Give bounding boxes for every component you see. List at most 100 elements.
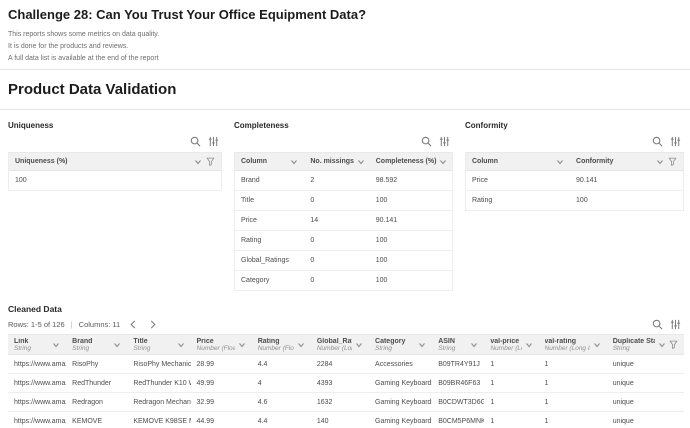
tune-icon[interactable] — [670, 319, 681, 330]
panel-toolbar — [234, 130, 453, 152]
cell: 2284 — [310, 354, 370, 374]
cleaned-col-header-global-ratings[interactable]: Global_RatingsNumber (Long Integ... — [310, 334, 370, 355]
chevron-down-icon[interactable] — [297, 341, 305, 349]
cell: B0CDWT3D6G — [432, 392, 485, 412]
cell: Price — [241, 217, 257, 224]
chevron-down-icon[interactable] — [658, 341, 666, 349]
column-type-label: Number (Float) — [257, 344, 294, 352]
search-icon[interactable] — [652, 136, 663, 147]
table-row: Price 90.141 — [466, 171, 683, 191]
column-header-uniqueness[interactable]: Uniqueness (%) — [9, 153, 221, 170]
cleaned-col-header-asin[interactable]: ASIN String — [432, 334, 485, 355]
chevron-down-icon[interactable] — [556, 158, 564, 166]
cell: Price — [472, 177, 488, 184]
meta-separator: | — [70, 320, 73, 329]
cell: 140 — [310, 411, 370, 428]
cell: 1 — [484, 354, 539, 374]
filter-icon[interactable] — [669, 340, 678, 349]
cell: 49.99 — [190, 373, 252, 393]
tune-icon[interactable] — [208, 136, 219, 147]
cell: Category — [241, 277, 270, 284]
cell: KEMOVE K98SE Mec — [127, 411, 191, 428]
column-header-label: Title — [133, 337, 148, 345]
filter-icon[interactable] — [451, 157, 452, 166]
chevron-left-icon — [129, 320, 137, 329]
cell: 0 — [310, 277, 315, 284]
cleaned-data-title: Cleaned Data — [8, 304, 62, 314]
table-row: Rating 0 100 — [235, 231, 452, 251]
panel-conformity: Conformity Column Conformity Price 90.141 Rat… — [465, 121, 684, 291]
cleaned-data-section: Cleaned Data Rows: 1-5 of 126 | Columns:… — [8, 304, 684, 428]
column-header-no-missings[interactable]: No. missings — [304, 153, 369, 170]
cell: 14 — [310, 217, 319, 224]
cell: Rating — [241, 237, 262, 244]
divider — [0, 109, 690, 110]
column-header-column[interactable]: Column — [235, 153, 304, 170]
column-header-column[interactable]: Column — [466, 153, 570, 170]
column-header-label: val-price — [490, 337, 520, 345]
cell: 4.4 — [251, 354, 311, 374]
table-row: 100 — [9, 171, 221, 191]
chevron-down-icon[interactable] — [355, 341, 363, 349]
cell: 4393 — [310, 373, 370, 393]
cell: Rating — [472, 197, 493, 204]
chevron-down-icon[interactable] — [194, 158, 202, 166]
filter-icon[interactable] — [206, 157, 215, 166]
cell: RisoPhy — [66, 354, 128, 374]
cell: 4.6 — [251, 392, 311, 412]
chevron-down-icon[interactable] — [439, 158, 447, 166]
search-icon[interactable] — [190, 136, 201, 147]
cell: 100 — [375, 197, 388, 204]
column-header-label: Category — [375, 337, 406, 345]
filter-icon[interactable] — [668, 157, 677, 166]
chevron-down-icon[interactable] — [357, 158, 365, 166]
cell: 100 — [576, 197, 588, 204]
chevron-down-icon[interactable] — [593, 341, 601, 349]
column-header-completeness[interactable]: Completeness (%) — [370, 153, 452, 170]
column-type-label: String — [612, 344, 630, 352]
cleaned-col-header-link[interactable]: Link String — [8, 334, 67, 355]
chevron-down-icon[interactable] — [656, 158, 664, 166]
tune-icon[interactable] — [670, 136, 681, 147]
chevron-down-icon[interactable] — [113, 341, 121, 349]
table-row: Global_Ratings 0 100 — [235, 251, 452, 271]
cell: unique — [606, 411, 684, 428]
column-type-label: Number (Float) — [196, 344, 235, 352]
panel-table: Column No. missings Completeness (%) Brand 2… — [234, 152, 453, 291]
next-page-button[interactable] — [146, 320, 160, 329]
cell: https://www.amazon — [8, 354, 67, 374]
cell: https://www.amazon — [8, 373, 67, 393]
prev-page-button[interactable] — [126, 320, 140, 329]
table-meta: Rows: 1-5 of 126 | Columns: 11 — [8, 319, 684, 330]
chevron-down-icon[interactable] — [525, 341, 533, 349]
chevron-down-icon[interactable] — [470, 341, 478, 349]
column-type-label: Number (Long Integ... — [316, 344, 352, 352]
chevron-down-icon[interactable] — [52, 341, 60, 349]
cleaned-col-header-category[interactable]: Category String — [369, 334, 433, 355]
cell: Redragon — [66, 392, 128, 412]
search-icon[interactable] — [421, 136, 432, 147]
cell: 28.99 — [190, 354, 252, 374]
chevron-down-icon[interactable] — [238, 341, 246, 349]
column-header-conformity[interactable]: Conformity — [570, 153, 683, 170]
page-title: Challenge 28: Can You Trust Your Office … — [8, 7, 367, 22]
cell: 100 — [375, 257, 388, 264]
tune-icon[interactable] — [439, 136, 450, 147]
cleaned-col-header-title[interactable]: Title String — [127, 334, 191, 355]
chevron-down-icon[interactable] — [177, 341, 185, 349]
subtitle-line-3: A full data list is available at the end… — [8, 55, 159, 62]
cleaned-col-header-brand[interactable]: Brand String — [66, 334, 128, 355]
cleaned-col-header-duplicate-status[interactable]: Duplicate StatusString — [606, 334, 684, 355]
cell: unique — [606, 354, 684, 374]
cell: Accessories — [369, 354, 433, 374]
chevron-down-icon[interactable] — [418, 341, 426, 349]
cell: Gaming Keyboards — [369, 392, 433, 412]
cell: B09BR46F63 — [432, 373, 485, 393]
search-icon[interactable] — [652, 319, 663, 330]
cell: 0 — [310, 257, 315, 264]
chevron-down-icon[interactable] — [290, 158, 298, 166]
